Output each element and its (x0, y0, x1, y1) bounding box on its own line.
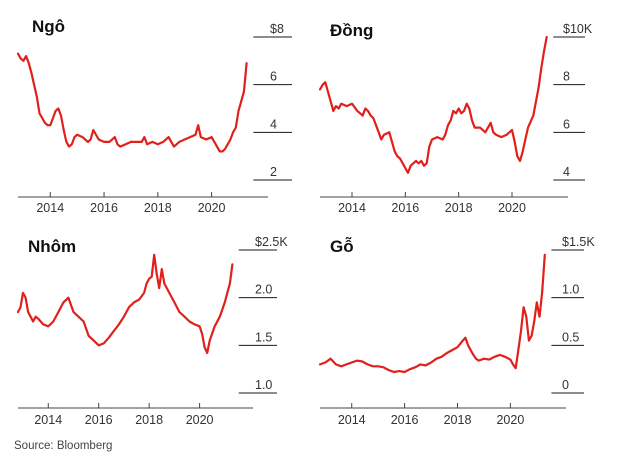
y-tick-label: 0.5 (562, 330, 579, 344)
x-tick-label: 2020 (186, 413, 214, 427)
y-tick-label: 1.0 (562, 283, 579, 297)
y-tick-label: 2 (270, 165, 277, 179)
source-note: Source: Bloomberg (14, 440, 113, 452)
x-tick-label: 2018 (445, 201, 473, 215)
price-series-line-aluminum (16, 253, 234, 355)
panel-title-copper: Đồng (330, 21, 373, 40)
price-series-line-corn (16, 52, 248, 153)
y-tick-label: $10K (563, 22, 593, 36)
y-tick-label: $2.5K (255, 235, 288, 249)
x-tick-label: 2020 (496, 413, 524, 427)
x-tick-label: 2018 (135, 413, 163, 427)
x-tick-label: 2020 (498, 201, 526, 215)
x-tick-label: 2020 (198, 201, 226, 215)
x-tick-label: 2016 (391, 413, 419, 427)
y-tick-label: $1.5K (562, 235, 595, 249)
x-tick-label: 2014 (36, 201, 64, 215)
x-tick-label: 2016 (90, 201, 118, 215)
price-series-line-lumber (318, 253, 546, 374)
price-series-line-copper (318, 35, 548, 174)
y-tick-label: 0 (562, 378, 569, 392)
x-tick-label: 2018 (144, 201, 172, 215)
y-tick-label: 6 (270, 70, 277, 84)
x-tick-label: 2016 (391, 201, 419, 215)
y-tick-label: $8 (270, 22, 284, 36)
y-tick-label: 4 (563, 165, 570, 179)
y-tick-label: 6 (563, 117, 570, 131)
x-tick-label: 2014 (34, 413, 62, 427)
panel-lumber: Gỗ 0 0.5 1.0 $1.5K 2014 2016 2018 2020 (318, 235, 595, 427)
panel-aluminum: Nhôm 1.0 1.5 2.0 $2.5K 2014 2016 2018 2020 (16, 235, 288, 427)
y-tick-label: 8 (563, 70, 570, 84)
x-tick-label: 2014 (338, 413, 366, 427)
panel-title-lumber: Gỗ (330, 237, 354, 256)
panel-title-corn: Ngô (32, 17, 65, 36)
x-tick-label: 2014 (338, 201, 366, 215)
y-tick-label: 4 (270, 117, 277, 131)
y-tick-label: 2.0 (255, 283, 272, 297)
x-tick-label: 2016 (85, 413, 113, 427)
panel-title-aluminum: Nhôm (28, 237, 76, 256)
panel-corn: Ngô 2 4 6 $8 2014 2016 2018 2020 (16, 17, 292, 215)
x-tick-label: 2018 (444, 413, 472, 427)
panel-copper: Đồng 4 6 8 $10K 2014 2016 2018 2020 (318, 21, 593, 215)
y-tick-label: 1.0 (255, 378, 272, 392)
y-tick-label: 1.5 (255, 330, 272, 344)
